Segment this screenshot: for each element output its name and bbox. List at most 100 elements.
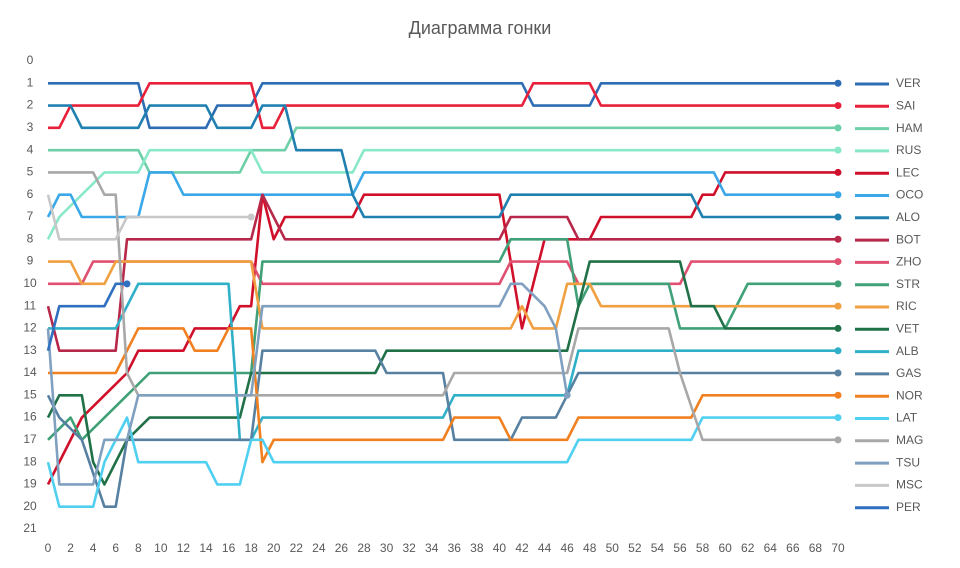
legend-label: NOR [896,388,923,402]
y-tick-label: 12 [23,321,37,335]
series-line [48,260,838,330]
legend-label: ALO [896,210,920,224]
line-end-marker [834,302,842,310]
x-tick-label: 64 [764,541,778,555]
y-tick-label: 7 [27,209,34,223]
x-tick-label: 12 [177,541,191,555]
x-tick-label: 62 [741,541,755,555]
series-line [46,260,838,486]
x-tick-label: 8 [135,541,142,555]
y-tick-label: 18 [23,454,37,468]
x-tick-label: 68 [809,541,823,555]
x-tick-label: 22 [290,541,304,555]
series-line [46,194,252,241]
x-tick-label: 24 [312,541,326,555]
y-tick-label: 5 [27,165,34,179]
x-tick-label: 0 [45,541,52,555]
x-tick-label: 6 [112,541,119,555]
x-tick-label: 42 [515,541,529,555]
legend-label: BOT [896,232,921,246]
series-line [48,171,838,442]
y-tick-label: 19 [23,477,37,491]
x-tick-label: 56 [673,541,687,555]
y-tick-label: 8 [27,231,34,245]
line-end-marker [834,191,842,199]
x-tick-label: 54 [651,541,665,555]
x-tick-label: 36 [448,541,462,555]
y-tick-label: 15 [23,387,37,401]
x-tick-label: 52 [628,541,642,555]
chart-title: Диаграмма гонки [409,18,552,38]
x-tick-label: 34 [425,541,439,555]
legend-label: RUS [896,143,921,157]
legend-label: MSC [896,478,923,492]
x-tick-label: 20 [267,541,281,555]
line-end-marker [834,235,842,243]
x-tick-label: 2 [67,541,74,555]
line-end-marker [834,79,842,87]
series-line [47,237,838,442]
y-tick-label: 11 [24,298,37,312]
x-tick-label: 44 [538,541,552,555]
series-line [48,81,838,130]
line-end-marker [834,102,842,110]
series-line [46,282,127,352]
y-tick-label: 9 [27,254,34,268]
series-line [48,260,838,286]
series-line [46,349,838,509]
legend-label: LAT [896,411,918,425]
series-line [48,81,838,130]
x-tick-label: 40 [493,541,507,555]
y-tick-label: 16 [23,410,37,424]
line-end-marker [834,324,842,332]
legend-label: MAG [896,433,923,447]
x-tick-label: 58 [696,541,710,555]
y-tick-label: 21 [23,521,37,535]
legend-label: GAS [896,366,921,380]
x-tick-label: 28 [357,541,371,555]
legend-label: LEC [896,165,920,179]
y-tick-label: 3 [27,120,34,134]
line-end-marker [247,213,255,221]
legend-label: ALB [896,344,919,358]
line-end-marker [834,168,842,176]
line-end-marker [834,369,842,377]
line-end-marker [834,436,842,444]
x-tick-label: 38 [470,541,484,555]
legend-label: ZHO [896,255,921,269]
line-end-marker [834,213,842,221]
line-end-marker [834,347,842,355]
line-end-marker [123,280,131,288]
x-tick-label: 50 [606,541,620,555]
x-tick-label: 60 [718,541,732,555]
line-end-marker [834,124,842,132]
legend-label: SAI [896,98,915,112]
line-end-marker [563,391,571,399]
y-tick-label: 13 [23,343,37,357]
legend-label: OCO [896,188,923,202]
x-tick-label: 66 [786,541,800,555]
legend-label: HAM [896,121,923,135]
series-line [46,193,838,353]
x-tick-label: 18 [244,541,258,555]
y-tick-label: 14 [23,365,37,379]
legend-label: RIC [896,299,917,313]
y-tick-label: 6 [27,187,34,201]
x-tick-label: 26 [335,541,349,555]
series-line [46,282,569,486]
y-tick-label: 1 [27,75,34,89]
series-line [46,416,838,509]
x-tick-label: 32 [402,541,416,555]
y-tick-label: 4 [27,142,34,156]
legend-label: STR [896,277,920,291]
y-tick-label: 0 [27,53,34,67]
y-tick-label: 20 [23,499,37,513]
x-tick-label: 4 [90,541,97,555]
series-line [46,171,838,486]
series-line [46,171,838,219]
line-end-marker [834,146,842,154]
x-tick-label: 30 [380,541,394,555]
y-tick-label: 17 [23,432,37,446]
y-tick-label: 2 [27,98,34,112]
